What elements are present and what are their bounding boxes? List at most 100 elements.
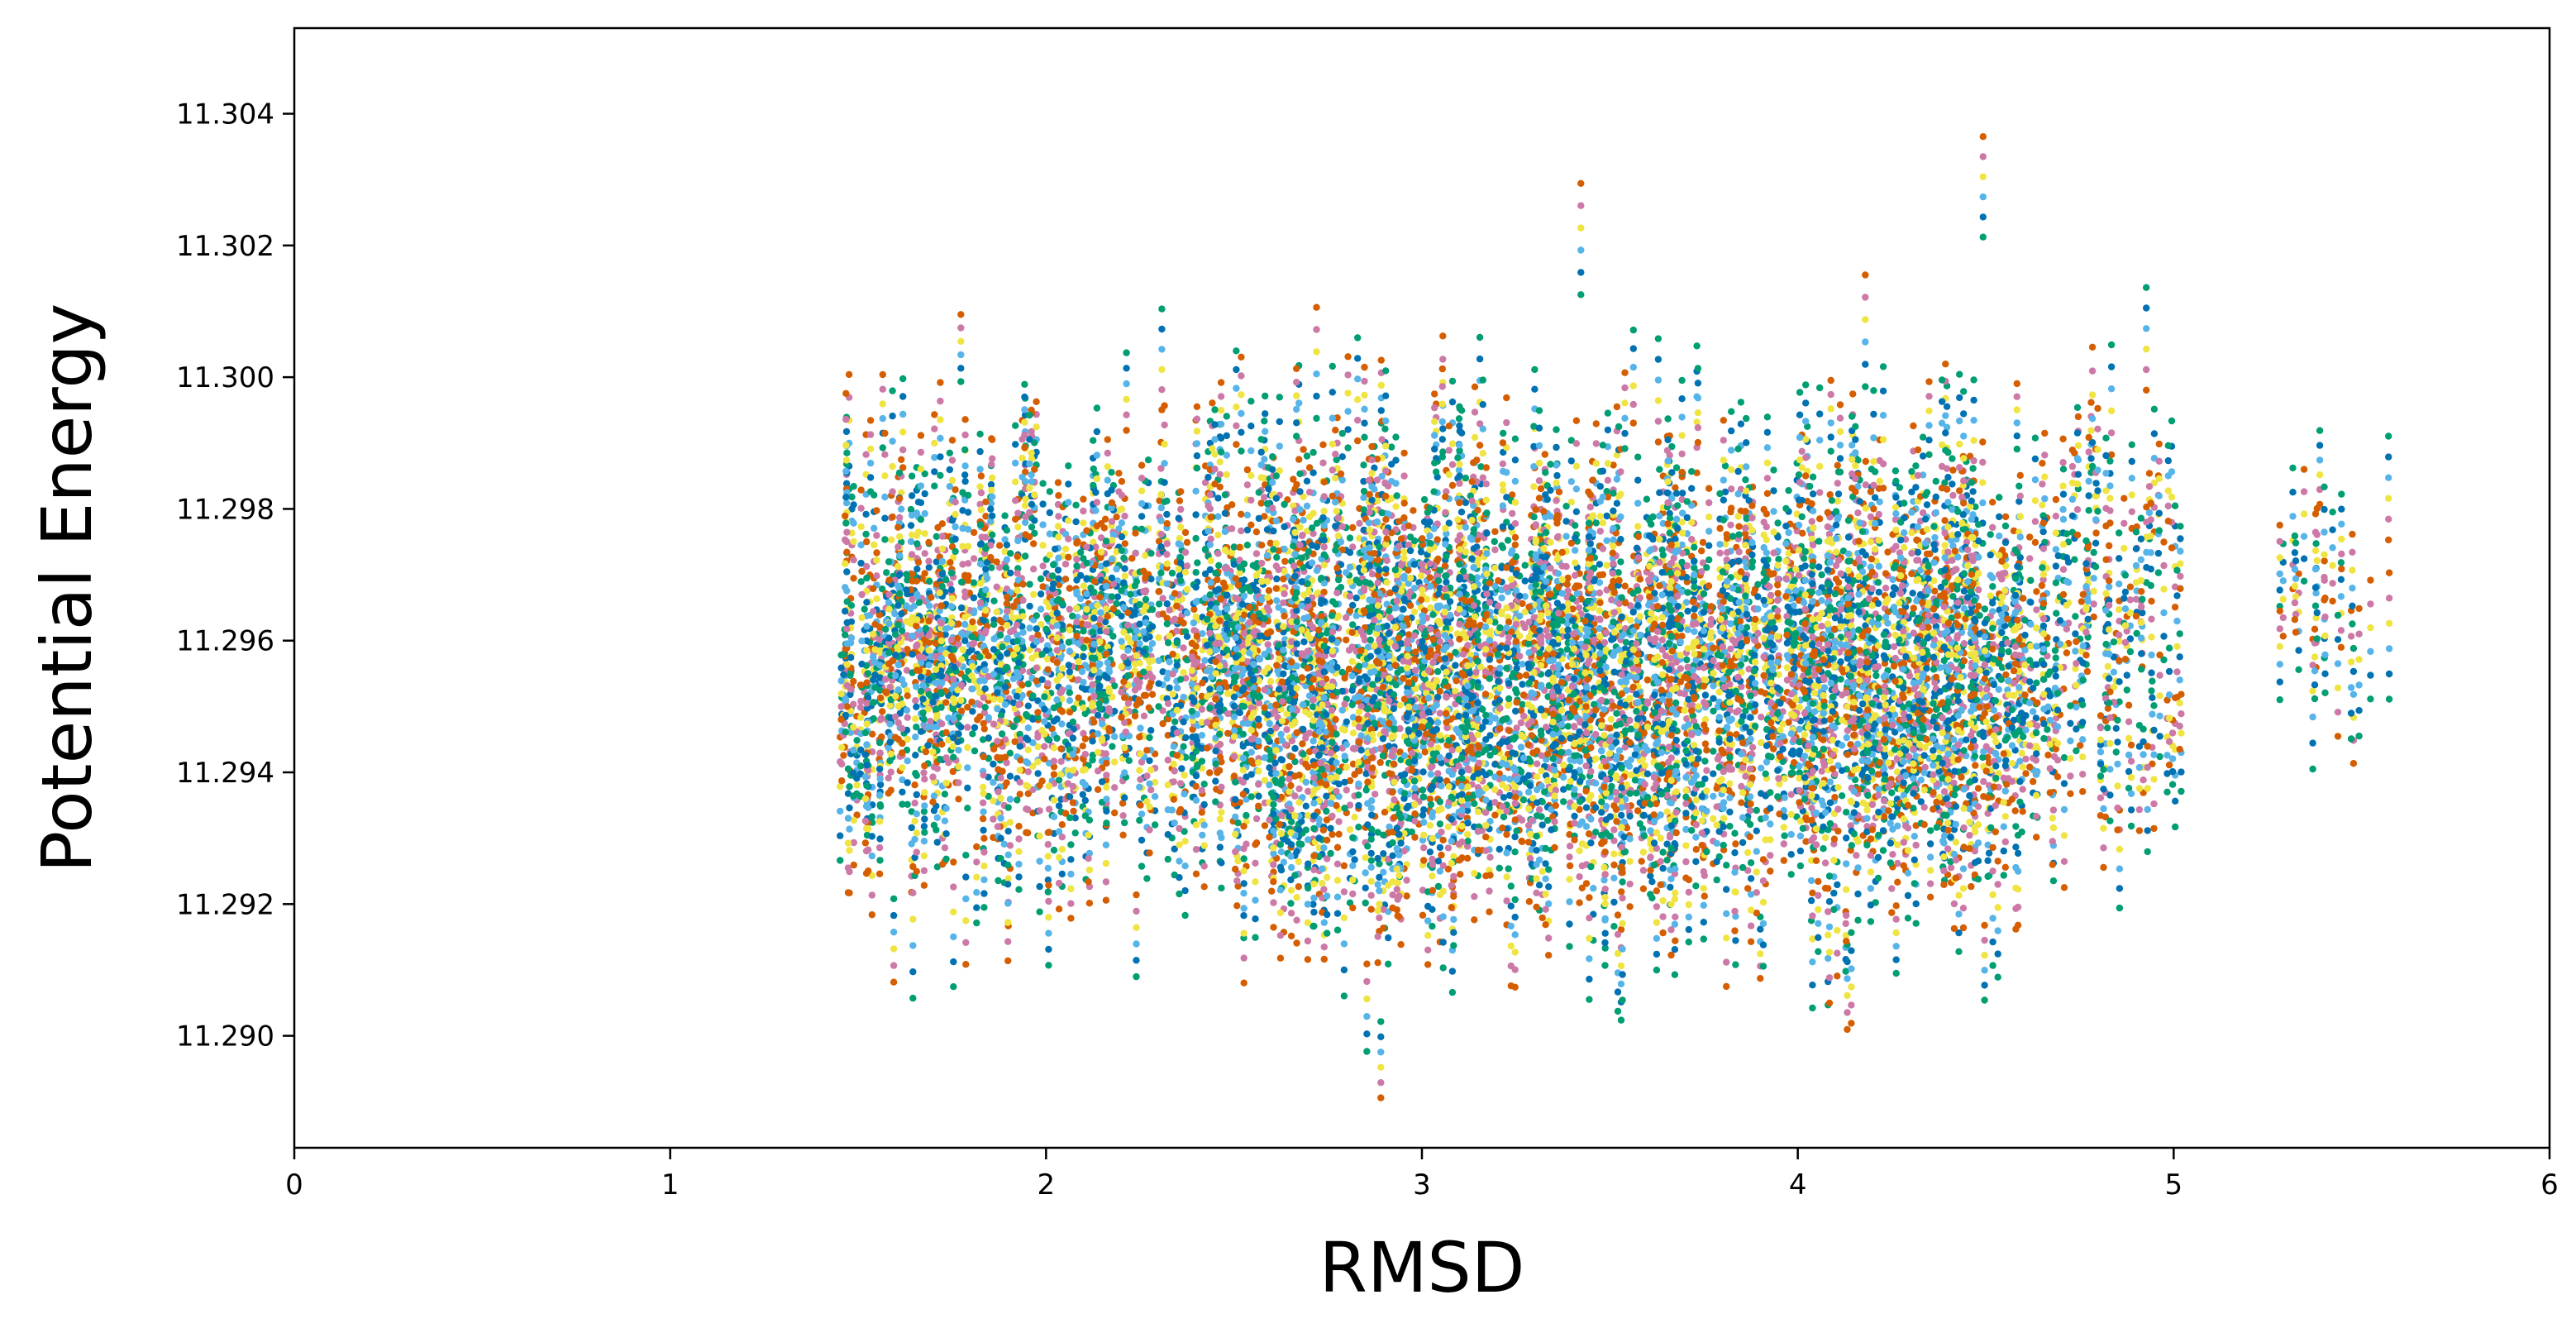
- data-point: [1058, 834, 1066, 841]
- data-point: [1143, 875, 1151, 882]
- data-point: [1015, 659, 1023, 666]
- data-point: [1046, 488, 1054, 495]
- data-point: [862, 824, 871, 833]
- data-point: [1054, 523, 1062, 530]
- data-point: [889, 437, 896, 445]
- data-point: [1121, 794, 1128, 801]
- data-point: [1450, 915, 1457, 924]
- data-point: [1081, 796, 1090, 805]
- data-point: [961, 446, 969, 454]
- data-point: [1158, 366, 1166, 373]
- data-point: [1252, 841, 1259, 848]
- data-point: [1212, 640, 1219, 647]
- data-point: [1102, 672, 1109, 681]
- data-point: [894, 602, 902, 609]
- data-point: [1045, 882, 1052, 889]
- data-point: [964, 764, 971, 772]
- data-point: [1093, 404, 1101, 412]
- data-point: [1155, 657, 1162, 665]
- data-point: [1201, 657, 1209, 664]
- data-point: [842, 512, 849, 520]
- data-point: [1381, 809, 1389, 816]
- data-point: [952, 547, 959, 556]
- data-point: [1024, 702, 1033, 710]
- data-point: [1065, 535, 1072, 542]
- data-point: [1026, 646, 1033, 654]
- data-point: [962, 961, 970, 968]
- data-point: [1073, 604, 1080, 612]
- data-point: [938, 570, 947, 578]
- data-point: [1344, 389, 1352, 397]
- data-point: [1055, 828, 1063, 835]
- data-point: [1085, 878, 1092, 886]
- data-point: [1104, 476, 1112, 484]
- data-point: [1090, 640, 1098, 648]
- data-point: [964, 784, 971, 792]
- data-point: [1121, 743, 1128, 752]
- data-point: [1045, 829, 1053, 836]
- data-point: [1014, 586, 1021, 594]
- data-point: [1038, 676, 1046, 684]
- data-point: [1362, 854, 1369, 862]
- data-point: [1138, 810, 1146, 818]
- data-point: [1046, 530, 1054, 538]
- data-point: [1180, 743, 1187, 750]
- data-point: [1015, 848, 1023, 856]
- data-point: [1243, 511, 1252, 518]
- data-point: [1300, 516, 1307, 524]
- data-point: [1103, 819, 1110, 827]
- data-point: [1133, 957, 1140, 964]
- data-point: [1221, 583, 1229, 590]
- data-point: [1044, 680, 1052, 687]
- data-point: [1034, 758, 1042, 766]
- data-point: [850, 501, 857, 509]
- data-point: [1137, 724, 1144, 732]
- data-point: [1243, 466, 1252, 474]
- data-point: [1343, 741, 1351, 748]
- data-point: [996, 616, 1004, 624]
- data-point: [1104, 613, 1111, 620]
- data-point: [1102, 628, 1110, 635]
- data-point: [1031, 439, 1038, 447]
- data-point: [1224, 710, 1232, 718]
- data-point: [1080, 628, 1087, 635]
- data-point: [885, 660, 893, 667]
- data-point: [1108, 556, 1116, 563]
- data-point: [1505, 865, 1512, 872]
- data-point: [961, 571, 969, 580]
- data-point: [1188, 707, 1196, 715]
- data-point: [955, 779, 962, 786]
- data-point: [863, 623, 871, 630]
- data-point: [1091, 609, 1099, 616]
- data-point: [955, 620, 962, 628]
- data-point: [1218, 809, 1225, 816]
- data-point: [1102, 878, 1110, 886]
- data-point: [1205, 502, 1212, 509]
- data-point: [1146, 780, 1153, 787]
- data-point: [1281, 557, 1289, 566]
- data-point: [950, 676, 957, 683]
- data-point: [1161, 460, 1168, 467]
- data-point: [899, 446, 907, 454]
- data-point: [977, 489, 985, 497]
- data-point: [926, 577, 933, 585]
- data-point: [1001, 512, 1009, 519]
- data-point: [1120, 554, 1128, 561]
- data-point: [950, 663, 958, 671]
- data-point: [937, 672, 946, 680]
- data-point: [1200, 883, 1208, 891]
- data-point: [1351, 856, 1358, 863]
- data-point: [1175, 514, 1182, 522]
- data-point: [937, 416, 944, 423]
- data-point: [990, 779, 997, 786]
- data-point: [922, 624, 930, 633]
- data-point: [946, 483, 954, 490]
- data-point: [957, 656, 966, 663]
- data-point: [1295, 883, 1303, 891]
- data-point: [925, 647, 933, 654]
- data-point: [909, 577, 916, 585]
- data-point: [1065, 480, 1072, 488]
- data-point: [1200, 842, 1208, 849]
- data-point: [868, 911, 876, 919]
- data-point: [1079, 791, 1087, 798]
